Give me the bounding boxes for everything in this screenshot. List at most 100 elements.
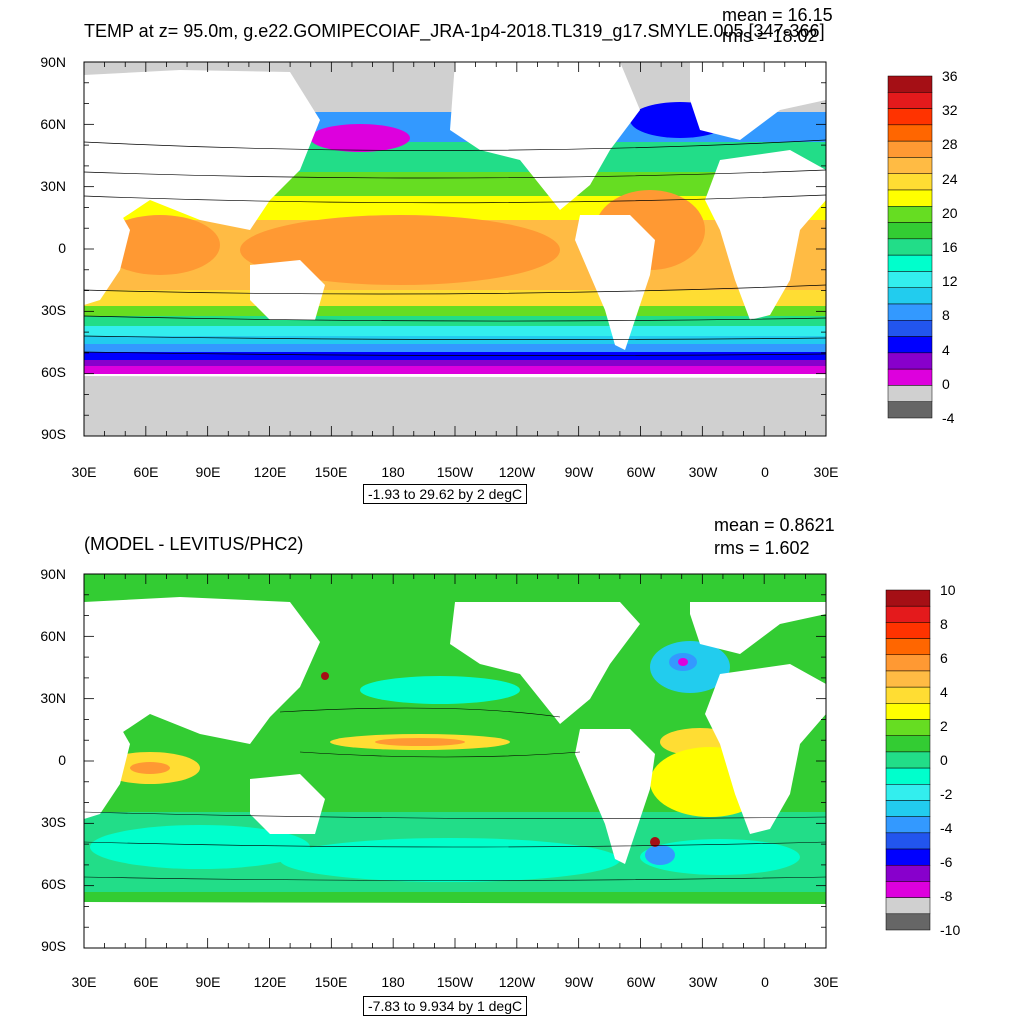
colorbar-label: -4 bbox=[942, 410, 955, 426]
bottom-lon-label: 30E bbox=[71, 974, 97, 990]
bottom-lon-label: 0 bbox=[761, 974, 769, 990]
colorbar-swatch bbox=[887, 287, 933, 305]
colorbar-swatch bbox=[887, 352, 933, 370]
top-lat-label: 30S bbox=[41, 302, 66, 318]
south-america-land bbox=[575, 729, 655, 864]
antarctica bbox=[84, 376, 826, 436]
colorbar-swatch bbox=[885, 735, 931, 753]
bottom-map-field bbox=[84, 574, 826, 948]
europe-land bbox=[690, 62, 826, 140]
colorbar-swatch bbox=[885, 816, 931, 834]
bottom-lat-label: 60N bbox=[40, 628, 66, 644]
colorbar-swatch bbox=[885, 670, 931, 688]
bottom-lat-label: 30N bbox=[40, 690, 66, 706]
colorbar-swatch bbox=[885, 897, 931, 915]
colorbar-swatch bbox=[885, 605, 931, 623]
colorbar-label: -4 bbox=[940, 820, 953, 836]
bottom-lat-label: 60S bbox=[41, 876, 66, 892]
top-lon-label: 120E bbox=[253, 464, 287, 480]
top-lon-label: 30E bbox=[71, 464, 97, 480]
colorbar-swatch bbox=[885, 589, 931, 607]
bottom-lon-label: 90E bbox=[195, 974, 221, 990]
bottom-colorbar bbox=[885, 589, 931, 931]
bottom-lon-label: 60E bbox=[133, 974, 159, 990]
bottom-lon-label: 150W bbox=[436, 974, 474, 990]
colorbar-swatch bbox=[885, 719, 931, 736]
south-america-land bbox=[575, 215, 655, 350]
colorbar-label: -8 bbox=[940, 888, 953, 904]
top-lon-label: 180 bbox=[381, 464, 405, 480]
north-america-land bbox=[450, 62, 640, 210]
bottom-map-svg bbox=[83, 573, 931, 949]
colorbar-swatch bbox=[885, 881, 931, 898]
bottom-lat-label: 90S bbox=[41, 938, 66, 954]
top-lat-label: 60S bbox=[41, 364, 66, 380]
colorbar-label: 8 bbox=[942, 307, 950, 324]
bottom-lon-label: 180 bbox=[381, 974, 405, 990]
bottom-range-label: -7.83 to 9.934 by 1 degC bbox=[363, 996, 528, 1016]
colorbar-label: 20 bbox=[942, 204, 958, 221]
top-lon-label: 60W bbox=[626, 464, 656, 480]
eurasia-land bbox=[84, 70, 320, 230]
africa-east-land bbox=[84, 704, 130, 819]
top-lon-label: 30W bbox=[688, 464, 718, 480]
top-lat-label: 60N bbox=[40, 116, 66, 132]
top-lon-label: 90E bbox=[195, 464, 221, 480]
colorbar-swatch bbox=[885, 622, 931, 639]
bottom-lat-label: 0 bbox=[58, 752, 66, 768]
top-lon-label: 120W bbox=[498, 464, 536, 480]
colorbar-swatch bbox=[885, 751, 931, 769]
colorbar-swatch bbox=[885, 800, 931, 817]
colorbar-label: 2 bbox=[940, 718, 948, 734]
colorbar-swatch bbox=[885, 703, 931, 720]
top-panel: TEMP at z= 95.0m, g.e22.GOMIPECOIAF_JRA-… bbox=[40, 5, 958, 504]
colorbar-label: -2 bbox=[940, 786, 953, 802]
bottom-lat-label: 30S bbox=[41, 814, 66, 830]
colorbar-label: 4 bbox=[942, 341, 950, 358]
colorbar-swatch bbox=[887, 385, 933, 402]
top-lat-label: 30N bbox=[40, 178, 66, 194]
top-lon-label: 30E bbox=[813, 464, 839, 480]
top-range-label: -1.93 to 29.62 by 2 degC bbox=[363, 484, 528, 504]
colorbar-swatch bbox=[885, 864, 931, 882]
top-map-field bbox=[84, 62, 826, 436]
colorbar-label: 36 bbox=[942, 68, 958, 84]
africa-east-land bbox=[84, 190, 130, 305]
top-rms: rms = 18.02 bbox=[722, 26, 818, 46]
colorbar-label: 10 bbox=[940, 582, 956, 598]
top-title: TEMP at z= 95.0m, g.e22.GOMIPECOIAF_JRA-… bbox=[84, 21, 825, 41]
bottom-title: (MODEL - LEVITUS/PHC2) bbox=[84, 534, 304, 554]
top-lat-label: 90N bbox=[40, 54, 66, 70]
eurasia-land bbox=[84, 597, 320, 744]
bottom-lon-label: 150E bbox=[314, 974, 348, 990]
colorbar-swatch bbox=[885, 686, 931, 704]
top-tick-marks bbox=[83, 61, 827, 437]
colorbar-label: 28 bbox=[942, 136, 958, 153]
colorbar-swatch bbox=[887, 206, 933, 223]
colorbar-swatch bbox=[887, 401, 933, 419]
top-mean: mean = 16.15 bbox=[722, 5, 833, 25]
colorbar-swatch bbox=[885, 832, 931, 850]
colorbar-swatch bbox=[887, 238, 933, 256]
colorbar-swatch bbox=[887, 108, 933, 126]
colorbar-swatch bbox=[887, 222, 933, 240]
colorbar-swatch bbox=[885, 638, 931, 656]
colorbar-swatch bbox=[885, 654, 931, 672]
australia-land bbox=[250, 774, 325, 834]
europe-land bbox=[690, 602, 826, 654]
colorbar-swatch bbox=[887, 157, 933, 174]
colorbar-label: 0 bbox=[940, 752, 948, 768]
bottom-lon-label: 120E bbox=[253, 974, 287, 990]
colorbar-swatch bbox=[887, 189, 933, 207]
colorbar-swatch bbox=[887, 320, 933, 337]
colorbar-swatch bbox=[887, 336, 933, 354]
colorbar-swatch bbox=[887, 124, 933, 142]
colorbar-label: 16 bbox=[942, 239, 958, 255]
africa-land bbox=[705, 150, 826, 320]
bottom-rms: rms = 1.602 bbox=[714, 538, 810, 558]
top-lat-label: 90S bbox=[41, 426, 66, 442]
bottom-panel: (MODEL - LEVITUS/PHC2) mean = 0.8621 rms… bbox=[0, 512, 1024, 1024]
bottom-tick-marks bbox=[83, 573, 827, 949]
top-lon-label: 0 bbox=[761, 464, 769, 480]
colorbar-label: 12 bbox=[942, 273, 958, 290]
